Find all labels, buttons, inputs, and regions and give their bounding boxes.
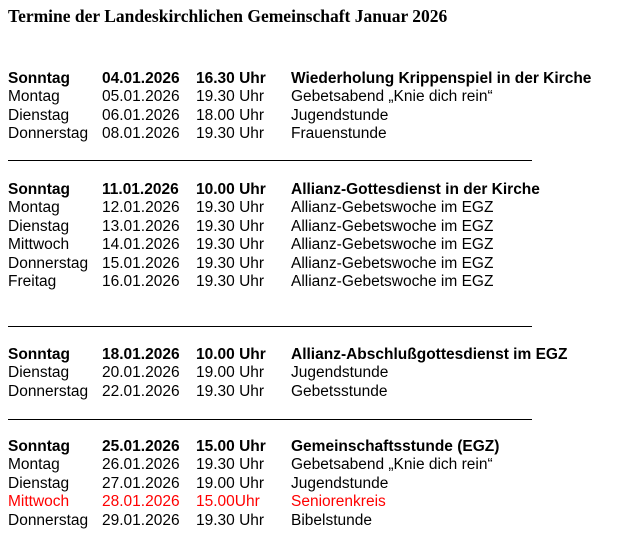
- event-cell: Frauenstunde: [291, 125, 387, 143]
- date-cell: 13.01.2026: [102, 217, 180, 235]
- time-cell: 19.30 Uhr: [196, 217, 265, 235]
- weekday-cell: Mittwoch: [8, 493, 70, 511]
- date-cell: 20.01.2026: [102, 364, 180, 382]
- event-cell: Gebetsabend „Knie dich rein“: [291, 88, 493, 106]
- schedule-row: Dienstag 27.01.2026 19.00 Uhr Jugendstunde: [0, 475, 623, 493]
- event-cell: Gemeinschaftsstunde (EGZ): [291, 438, 500, 455]
- event-cell: Seniorenkreis: [291, 493, 386, 511]
- event-cell: Jugendstunde: [291, 364, 389, 382]
- weekday-cell: Sonntag: [8, 346, 70, 363]
- time-cell: 19.30 Uhr: [196, 254, 265, 272]
- time-cell: 19.00 Uhr: [196, 474, 265, 492]
- date-cell: 27.01.2026: [102, 474, 180, 492]
- time-cell: 19.30 Uhr: [196, 125, 265, 143]
- weekday-cell: Donnerstag: [8, 254, 89, 272]
- time-cell: 16.30 Uhr: [196, 70, 266, 87]
- weekday-cell: Dienstag: [8, 106, 70, 124]
- schedule-row: Freitag 16.01.2026 19.30 Uhr Allianz-Gebets…: [0, 273, 623, 291]
- schedule-row: Mittwoch 14.01.2026 19.30 Uhr Allianz-Gebet…: [0, 236, 623, 254]
- time-cell: 19.30 Uhr: [196, 199, 265, 217]
- weekday-cell: Freitag: [8, 272, 57, 290]
- schedule-section-week-4: Sonntag 25.01.2026 15.00 Uhr Gemeinschaftss…: [0, 438, 623, 530]
- event-cell: Allianz-Gebetswoche im EGZ: [291, 217, 494, 235]
- schedule-row: Dienstag 20.01.2026 19.00 Uhr Jugendstunde: [0, 364, 623, 382]
- section-divider: [8, 160, 532, 161]
- date-cell: 28.01.2026: [102, 493, 180, 511]
- schedule-row: Dienstag 06.01.2026 18.00 Uhr Jugendstunde: [0, 107, 623, 125]
- weekday-cell: Sonntag: [8, 70, 70, 87]
- weekday-cell: Sonntag: [8, 181, 70, 198]
- weekday-cell: Donnerstag: [8, 382, 89, 400]
- schedule-section-week-2: Sonntag 11.01.2026 10.00 Uhr Allianz-Gottes…: [0, 181, 623, 291]
- event-cell: Allianz-Abschlußgottesdienst im EGZ: [291, 346, 568, 363]
- time-cell: 19.30 Uhr: [196, 382, 265, 400]
- weekday-cell: Montag: [8, 88, 60, 106]
- weekday-cell: Dienstag: [8, 474, 70, 492]
- schedule-row: Donnerstag 22.01.2026 19.30 Uhr Gebetsstund…: [0, 383, 623, 401]
- section-divider: [8, 419, 532, 420]
- schedule-row: Sonntag 11.01.2026 10.00 Uhr Allianz-Gottes…: [0, 181, 623, 199]
- time-cell: 15.00 Uhr: [196, 438, 266, 455]
- time-cell: 15.00Uhr: [196, 493, 260, 511]
- time-cell: 19.30 Uhr: [196, 272, 265, 290]
- date-cell: 14.01.2026: [102, 236, 180, 254]
- schedule-row: Sonntag 04.01.2026 16.30 Uhr Wiederholung K…: [0, 70, 623, 88]
- event-cell: Bibelstunde: [291, 511, 373, 529]
- event-cell: Allianz-Gebetswoche im EGZ: [291, 199, 494, 217]
- weekday-cell: Montag: [8, 456, 60, 474]
- section-divider: [8, 326, 532, 327]
- event-cell: Jugendstunde: [291, 106, 389, 124]
- schedule-row: Donnerstag 29.01.2026 19.30 Uhr Bibelstunde: [0, 512, 623, 530]
- schedule-row: Donnerstag 15.01.2026 19.30 Uhr Allianz-Geb…: [0, 255, 623, 273]
- schedule-section-week-1: Sonntag 04.01.2026 16.30 Uhr Wiederholung K…: [0, 70, 623, 144]
- date-cell: 25.01.2026: [102, 438, 180, 455]
- weekday-cell: Montag: [8, 199, 60, 217]
- schedule-row: Sonntag 18.01.2026 10.00 Uhr Allianz-Abschl…: [0, 346, 623, 364]
- weekday-cell: Dienstag: [8, 364, 70, 382]
- date-cell: 22.01.2026: [102, 382, 180, 400]
- event-cell: Allianz-Gottesdienst in der Kirche: [291, 181, 540, 198]
- time-cell: 19.00 Uhr: [196, 364, 265, 382]
- date-cell: 11.01.2026: [102, 181, 179, 198]
- time-cell: 19.30 Uhr: [196, 88, 265, 106]
- time-cell: 18.00 Uhr: [196, 106, 265, 124]
- schedule-row: Sonntag 25.01.2026 15.00 Uhr Gemeinschaftss…: [0, 438, 623, 456]
- date-cell: 18.01.2026: [102, 346, 180, 363]
- date-cell: 26.01.2026: [102, 456, 180, 474]
- date-cell: 15.01.2026: [102, 254, 180, 272]
- weekday-cell: Dienstag: [8, 217, 70, 235]
- weekday-cell: Mittwoch: [8, 236, 70, 254]
- time-cell: 19.30 Uhr: [196, 511, 265, 529]
- time-cell: 10.00 Uhr: [196, 346, 266, 363]
- event-cell: Allianz-Gebetswoche im EGZ: [291, 236, 494, 254]
- event-cell: Allianz-Gebetswoche im EGZ: [291, 254, 494, 272]
- date-cell: 06.01.2026: [102, 106, 180, 124]
- schedule-section-week-3: Sonntag 18.01.2026 10.00 Uhr Allianz-Abschl…: [0, 346, 623, 401]
- time-cell: 19.30 Uhr: [196, 456, 265, 474]
- date-cell: 29.01.2026: [102, 511, 180, 529]
- event-cell: Gebetsstunde: [291, 382, 388, 400]
- event-cell: Jugendstunde: [291, 474, 389, 492]
- schedule-row: Mittwoch 28.01.2026 15.00Uhr Seniorenkreis: [0, 493, 623, 511]
- event-cell: Gebetsabend „Knie dich rein“: [291, 456, 493, 474]
- event-cell: Wiederholung Krippenspiel in der Kirche: [291, 70, 592, 87]
- weekday-cell: Sonntag: [8, 438, 70, 455]
- date-cell: 08.01.2026: [102, 125, 180, 143]
- date-cell: 05.01.2026: [102, 88, 180, 106]
- schedule-row: Donnerstag 08.01.2026 19.30 Uhr Frauenstund…: [0, 125, 623, 143]
- time-cell: 10.00 Uhr: [196, 181, 266, 198]
- date-cell: 04.01.2026: [102, 70, 180, 87]
- event-cell: Allianz-Gebetswoche im EGZ: [291, 272, 494, 290]
- date-cell: 16.01.2026: [102, 272, 180, 290]
- weekday-cell: Donnerstag: [8, 511, 89, 529]
- schedule-row: Montag 12.01.2026 19.30 Uhr Allianz-Gebetsw…: [0, 199, 623, 217]
- weekday-cell: Donnerstag: [8, 125, 89, 143]
- schedule-row: Dienstag 13.01.2026 19.30 Uhr Allianz-Gebet…: [0, 218, 623, 236]
- schedule-row: Montag 26.01.2026 19.30 Uhr Gebetsabend „Kn…: [0, 456, 623, 474]
- schedule-row: Montag 05.01.2026 19.30 Uhr Gebetsabend „Kn…: [0, 88, 623, 106]
- time-cell: 19.30 Uhr: [196, 236, 265, 254]
- page-title: Termine der Landeskirchlichen Gemeinscha…: [8, 6, 448, 26]
- date-cell: 12.01.2026: [102, 199, 180, 217]
